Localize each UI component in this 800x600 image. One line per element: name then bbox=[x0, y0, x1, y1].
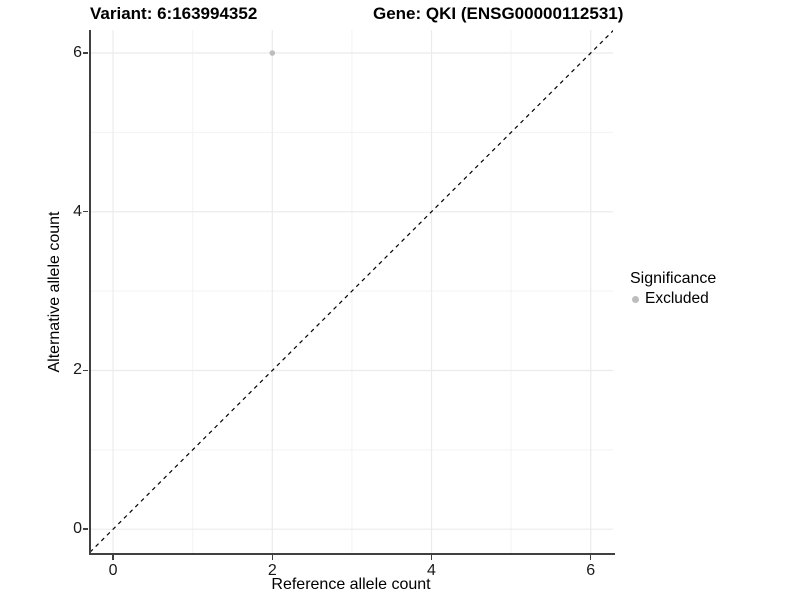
y-tick-label: 0 bbox=[73, 520, 82, 538]
gene-title: Gene: QKI (ENSG00000112531) bbox=[373, 4, 624, 23]
x-tick-label: 2 bbox=[267, 562, 277, 579]
x-tick-label: 0 bbox=[108, 562, 118, 579]
legend-item-label: Excluded bbox=[645, 290, 709, 307]
identity-reference-line bbox=[90, 30, 613, 553]
data-point bbox=[269, 50, 276, 56]
y-tick-mark bbox=[83, 369, 88, 372]
plot-panel bbox=[90, 30, 613, 553]
y-tick-mark bbox=[83, 210, 88, 213]
variant-title: Variant: 6:163994352 bbox=[90, 4, 258, 23]
y-tick-mark bbox=[83, 52, 88, 54]
legend-excluded-dot-icon bbox=[632, 295, 639, 303]
y-axis-line bbox=[89, 30, 91, 555]
x-axis-line bbox=[89, 553, 615, 555]
legend-item-excluded: Excluded bbox=[630, 290, 716, 308]
y-tick-mark bbox=[83, 528, 88, 530]
legend: Significance Excluded bbox=[630, 270, 716, 308]
legend-title: Significance bbox=[630, 270, 717, 287]
x-tick-mark bbox=[589, 555, 592, 560]
y-tick-label: 4 bbox=[73, 202, 82, 220]
x-tick-mark bbox=[271, 555, 274, 560]
x-tick-mark bbox=[430, 555, 433, 560]
y-tick-label: 2 bbox=[73, 361, 82, 379]
y-tick-label: 6 bbox=[73, 44, 82, 61]
x-axis-title: Reference allele count bbox=[271, 576, 431, 593]
x-tick-label: 4 bbox=[427, 562, 436, 579]
y-axis-title: Alternative allele count bbox=[46, 211, 63, 373]
plot-area-svg bbox=[90, 30, 613, 553]
x-tick-mark bbox=[112, 555, 114, 560]
x-tick-label: 6 bbox=[586, 562, 596, 579]
